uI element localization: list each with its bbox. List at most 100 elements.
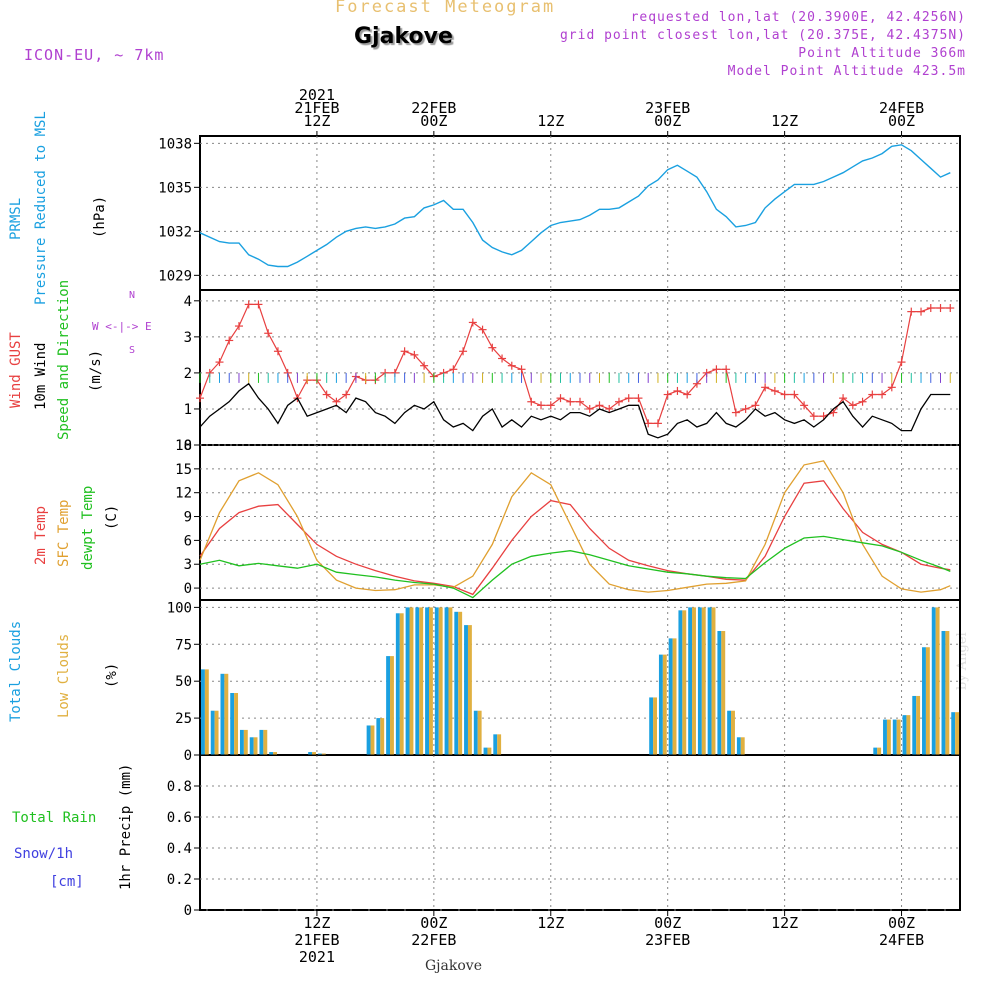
top-time-label: 22FEB	[411, 99, 456, 117]
low-cloud-bar	[312, 752, 316, 755]
total-cloud-bar	[883, 719, 887, 755]
total-cloud-bar	[717, 631, 722, 755]
total-cloud-bar	[473, 710, 478, 755]
y-tick-label: 15	[175, 462, 192, 478]
total-cloud-bar	[464, 625, 468, 755]
bottom-time-label: 00Z	[654, 914, 681, 932]
total-cloud-bar	[483, 747, 488, 755]
panel-frame	[199, 135, 961, 291]
total-cloud-bar	[249, 737, 254, 755]
bottom-time-label: 00Z	[888, 914, 915, 932]
low-cloud-bar	[487, 747, 492, 755]
bottom-time-label: 24FEB	[879, 931, 924, 949]
top-time-label: 00Z	[888, 112, 915, 130]
panel-frame	[199, 599, 961, 756]
total-cloud-bar	[912, 695, 917, 755]
total-cloud-bar	[902, 715, 907, 755]
location-title: Gjakove	[354, 24, 453, 49]
low-cloud-bar	[234, 693, 239, 755]
total-cloud-bar	[454, 611, 459, 755]
rain-label: Total Rain	[12, 810, 97, 826]
low-cloud-bar	[925, 647, 930, 755]
low-cloud-bar	[721, 631, 726, 755]
y-tick-label: 100	[167, 600, 192, 616]
total-cloud-bar	[425, 607, 429, 755]
total-cloud-bar	[308, 752, 313, 755]
low-cloud-bar	[935, 607, 940, 755]
low-cloud-bar	[390, 656, 394, 755]
y-tick-label: 0	[184, 903, 192, 919]
wind-line	[199, 382, 951, 439]
low-cloud-bar	[886, 719, 891, 755]
top-time-label: 00Z	[654, 112, 681, 130]
total-cloud-bar	[688, 607, 693, 755]
low-cloud-bar	[419, 607, 424, 755]
y-tick-label: 9	[184, 510, 192, 526]
panel-frame	[199, 754, 961, 911]
low-cloud-bar	[458, 611, 463, 755]
model-label: ICON-EU, ~ 7km	[24, 46, 165, 64]
product-title: Forecast Meteogram	[335, 0, 556, 17]
low-cloud-bar	[731, 710, 735, 755]
total-cloud-bar	[727, 710, 732, 755]
low-cloud-bar	[380, 718, 385, 755]
y-tick-label: 4	[184, 294, 192, 310]
total-cloud-bar	[434, 607, 439, 755]
total-cloud-bar	[395, 613, 400, 755]
low-cloud-bar	[701, 607, 706, 755]
y-tick-label: 2	[184, 366, 192, 382]
low-cloud-bar	[896, 719, 901, 755]
y-tick-label: 0	[184, 438, 192, 454]
y-tick-label: 18	[175, 438, 192, 454]
low-cloud-bar	[409, 607, 414, 755]
low-cloud-bar	[906, 715, 911, 755]
y-tick-label: 0.4	[167, 841, 192, 857]
y-tick-label: 0.2	[167, 872, 192, 888]
low-cloud-bar	[711, 607, 716, 755]
low-cloud-bar	[429, 607, 433, 755]
low-cloud-bar	[214, 710, 219, 755]
panel-frame	[199, 289, 961, 446]
total-cloud-bar	[405, 607, 410, 755]
total-cloud-bar	[941, 631, 946, 755]
total-cloud-bar	[678, 610, 683, 755]
total-cloud-bar	[697, 607, 702, 755]
top-time-label: 24FEB	[879, 99, 924, 117]
top-time-label: 00Z	[420, 112, 447, 130]
low-cloud-bar	[448, 607, 453, 755]
low-cloud-bar	[224, 673, 229, 755]
low-cloud-bar	[477, 710, 482, 755]
top-time-label: 2021	[299, 86, 335, 104]
bottom-time-label: 23FEB	[645, 931, 690, 949]
top-time-label: 12Z	[771, 112, 798, 130]
y-tick-label: 3	[184, 557, 192, 573]
total-cloud-bar	[649, 697, 654, 755]
total-cloud-bar	[317, 753, 322, 755]
low-cloud-bar	[370, 725, 375, 755]
compass-s: S	[129, 345, 136, 356]
bottom-time-label: 21FEB	[294, 931, 339, 949]
total-cloud-bar	[230, 693, 235, 755]
y-tick-label: 0	[184, 748, 192, 764]
sfc-temp-line	[199, 460, 951, 593]
total-cloud-bar	[892, 719, 897, 755]
total-cloud-bar	[736, 737, 741, 755]
y-tick-label: 1032	[158, 224, 192, 240]
low-cloud-bar	[692, 607, 696, 755]
y-tick-label: 1035	[158, 180, 192, 196]
total-cloud-bar	[668, 638, 673, 755]
low-cloud-bar	[263, 729, 268, 755]
top-time-label: 23FEB	[645, 99, 690, 117]
total-cloud-bar	[493, 734, 498, 755]
total-cloud-bar	[922, 647, 926, 755]
total-cloud-bar	[386, 656, 391, 755]
low-cloud-bar	[916, 695, 921, 755]
bottom-time-label: 12Z	[537, 914, 564, 932]
low-cloud-bar	[467, 625, 472, 755]
total-cloud-bar	[210, 710, 215, 755]
pressure-line	[199, 144, 951, 268]
total-cloud-bar	[220, 673, 225, 755]
low-cloud-bar	[740, 737, 745, 755]
top-time-label: 12Z	[303, 112, 330, 130]
